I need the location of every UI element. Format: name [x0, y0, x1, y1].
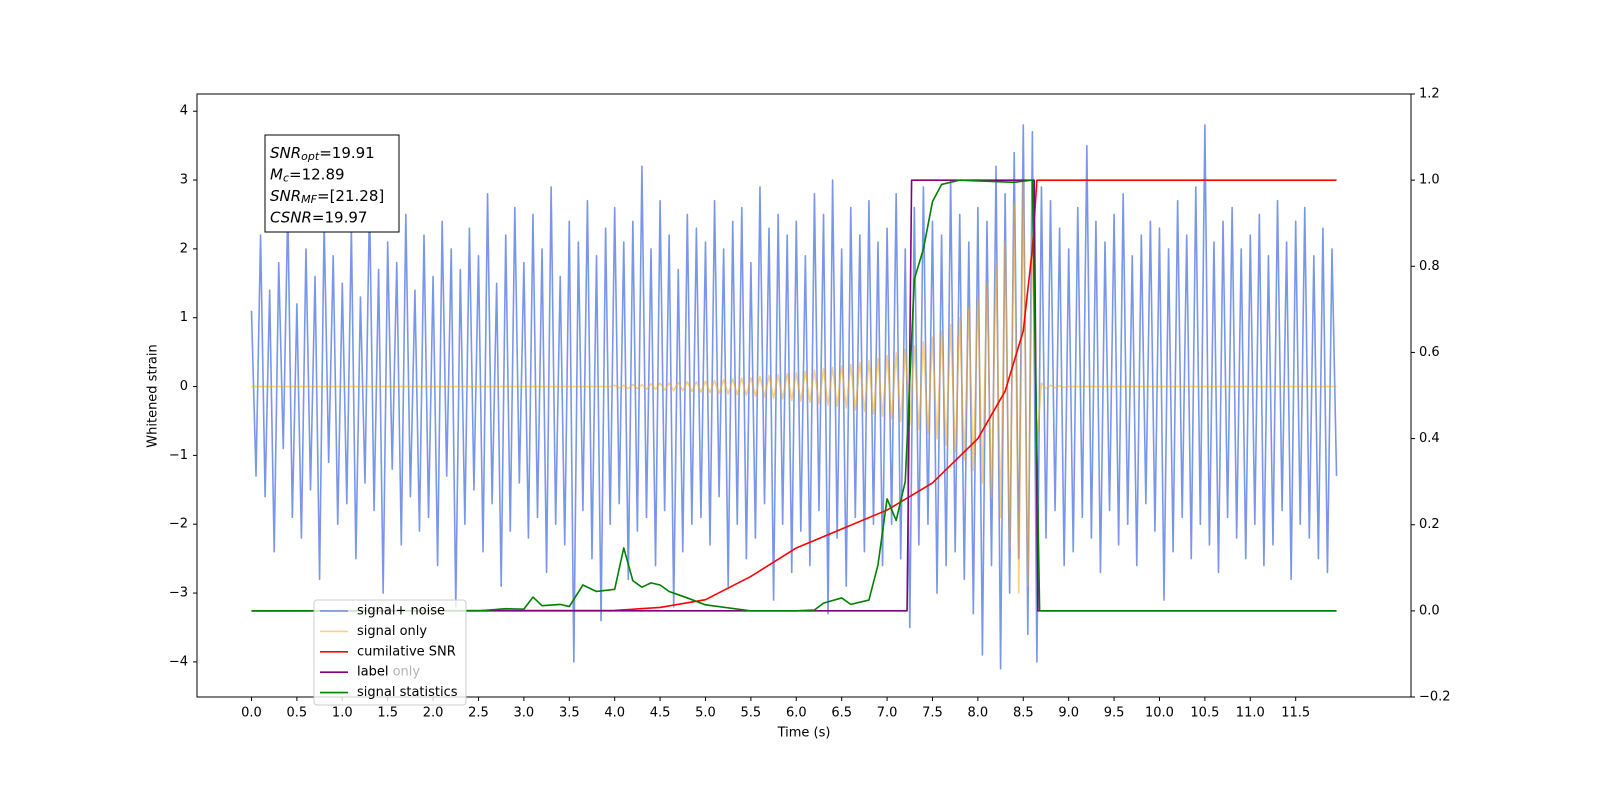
y2-tick-label: 1.2	[1419, 87, 1440, 102]
x-tick-label: 7.0	[877, 706, 898, 721]
x-tick-label: 4.0	[604, 706, 625, 721]
annotation-symbol: SNR	[270, 144, 301, 162]
annotation-value: =19.91	[319, 144, 375, 162]
y2-tick-label: 0.8	[1419, 259, 1440, 274]
annotation-subscript: MF	[301, 193, 317, 206]
annotation: Mc=12.89	[270, 165, 345, 185]
y-tick-label: −2	[169, 517, 188, 532]
series-line	[251, 179, 1337, 612]
x-tick-label: 0.0	[241, 706, 262, 721]
y-tick-label: 3	[180, 173, 188, 188]
x-tick-label: 9.0	[1058, 706, 1079, 721]
x-axis-label: Time (s)	[777, 726, 831, 741]
x-tick-label: 2.0	[423, 706, 444, 721]
x-tick-label: 8.5	[1013, 706, 1034, 721]
annotation-symbol: M	[270, 165, 283, 183]
annotation: SNRopt=19.91	[270, 144, 375, 164]
x-tick-label: 9.5	[1104, 706, 1125, 721]
x-tick-label: 4.5	[650, 706, 671, 721]
y-tick-label: 2	[180, 241, 188, 256]
x-tick-label: 6.5	[831, 706, 852, 721]
legend-label: label	[357, 665, 388, 680]
annotation-value: =[21.28]	[317, 187, 384, 205]
legend-ghost-label: label only	[357, 665, 420, 680]
series-line	[250, 124, 1338, 670]
x-tick-label: 8.0	[968, 706, 989, 721]
y2-tick-label: 0.2	[1419, 517, 1440, 532]
annotation: SNRMF=[21.28]	[270, 187, 384, 207]
legend-label: signal only	[357, 624, 427, 639]
series-line	[251, 179, 1337, 594]
y2-tick-label: −0.2	[1419, 690, 1451, 705]
x-tick-label: 10.0	[1145, 706, 1174, 721]
annotation-symbol: SNR	[270, 187, 301, 205]
y-tick-label: 0	[180, 379, 188, 394]
y2-tick-label: 1.0	[1419, 173, 1440, 188]
plot-frame	[196, 93, 1412, 698]
x-tick-label: 1.0	[332, 706, 353, 721]
legend-label: cumilative SNR	[357, 644, 456, 659]
y-tick-label: −4	[169, 654, 188, 669]
annotation-subscript: c	[283, 172, 289, 185]
legend-box	[313, 599, 467, 706]
x-tick-label: 10.5	[1190, 706, 1219, 721]
legend-label: signal+ noise	[357, 604, 445, 619]
annotation-box	[264, 134, 400, 233]
x-tick-label: 2.5	[468, 706, 489, 721]
y-tick-label: −1	[169, 448, 188, 463]
y-tick-label: −3	[169, 586, 188, 601]
y-tick-label: 1	[180, 310, 188, 325]
x-tick-label: 3.5	[559, 706, 580, 721]
legend-label: signal statistics	[357, 685, 458, 700]
x-tick-label: 0.5	[287, 706, 308, 721]
y2-tick-label: 0.4	[1419, 431, 1440, 446]
annotation-symbol: CSNR	[270, 208, 312, 226]
y2-tick-label: 0.0	[1419, 603, 1440, 618]
series-line	[251, 179, 1337, 612]
x-tick-label: 3.0	[514, 706, 535, 721]
y-axis-label: Whitened strain	[146, 344, 161, 447]
x-tick-label: 11.5	[1281, 706, 1310, 721]
annotation-subscript: opt	[301, 150, 320, 163]
x-tick-label: 5.0	[695, 706, 716, 721]
x-tick-label: 7.5	[922, 706, 943, 721]
x-tick-label: 5.5	[741, 706, 762, 721]
x-tick-label: 1.5	[377, 706, 398, 721]
annotation-value: =12.89	[289, 165, 345, 183]
annotation-value: =19.97	[312, 208, 368, 226]
y2-tick-label: 0.6	[1419, 345, 1440, 360]
annotation: CSNR=19.97	[270, 208, 367, 226]
x-tick-label: 11.0	[1236, 706, 1265, 721]
y-tick-label: 4	[180, 104, 188, 119]
x-tick-label: 6.0	[786, 706, 807, 721]
